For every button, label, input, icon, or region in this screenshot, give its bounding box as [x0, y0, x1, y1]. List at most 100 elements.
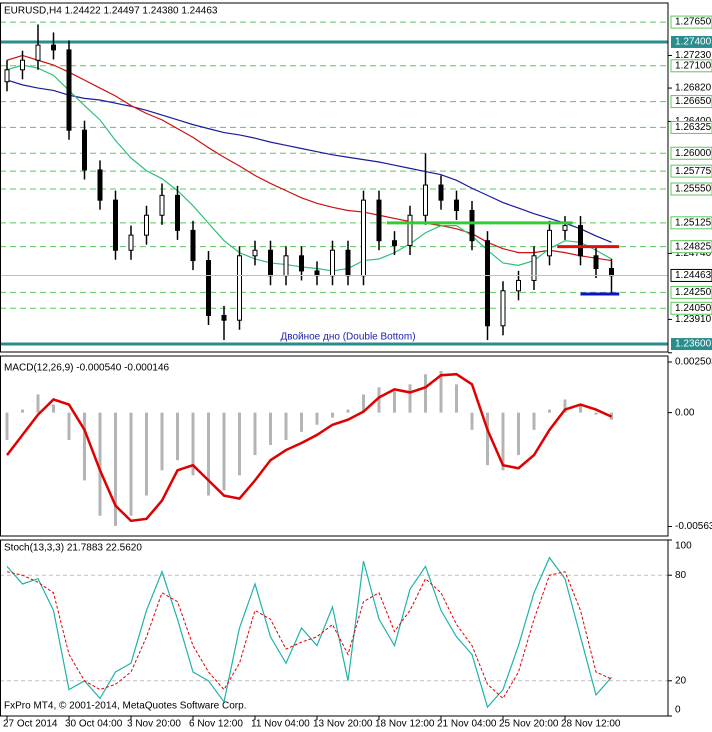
panel-frame: [0, 355, 669, 537]
histogram-bar: [222, 412, 226, 491]
histogram-bar: [114, 412, 117, 526]
y-tick-label: 20: [675, 675, 687, 686]
last-price-label: 1.24463: [675, 270, 712, 281]
x-tick-label: 25 Nov 20:00: [499, 719, 559, 730]
histogram-bar: [408, 384, 412, 413]
candle-body: [562, 225, 568, 231]
x-tick-label: 11 Nov 04:00: [251, 719, 310, 730]
histogram-bar: [470, 412, 474, 430]
last-price-box: [670, 268, 712, 282]
candle-body: [268, 249, 273, 277]
series-line: [6, 571, 612, 700]
series-line: [6, 372, 613, 523]
candle-body: [206, 260, 211, 316]
candle-body: [547, 229, 552, 257]
watermark: FxPro MT4, © 2001-2014, MetaQuotes Softw…: [4, 701, 246, 712]
histogram-bar: [145, 412, 148, 496]
candle-body: [593, 255, 599, 270]
candle-body: [423, 184, 428, 216]
candle-body: [190, 229, 196, 262]
level-box: [670, 301, 712, 315]
x-tick-label: 30 Oct 04:00: [65, 719, 123, 730]
candle-body: [361, 199, 366, 277]
histogram-bar: [331, 412, 334, 418]
candle-body: [531, 255, 537, 281]
key-level-box: [671, 338, 712, 351]
histogram-bar: [269, 412, 272, 445]
annotation: Двойное дно (Double Bottom): [280, 332, 415, 343]
candle-body: [221, 314, 227, 321]
candle-body: [82, 129, 87, 171]
level-box: [670, 285, 712, 299]
y-tick-label: 80: [675, 570, 687, 581]
panel-title: EURUSD,H4 1.24422 1.24497 1.24380 1.2446…: [4, 6, 218, 17]
histogram-bar: [548, 409, 551, 413]
candle-body: [376, 199, 382, 242]
candle-body: [330, 249, 335, 277]
y-tick-label: 100: [675, 541, 692, 552]
histogram-bar: [377, 387, 381, 413]
histogram-bar: [176, 412, 179, 461]
panel-title: Stoch(13,3,3) 21.7883 22.5620: [4, 543, 142, 554]
x-tick-label: 27 Oct 2014: [3, 719, 58, 730]
x-tick-label: 6 Nov 12:00: [189, 719, 243, 730]
level-box: [670, 164, 712, 178]
histogram-bar: [563, 399, 567, 413]
candle-body: [485, 240, 490, 327]
candle-body: [252, 249, 258, 257]
candle-body: [97, 169, 103, 201]
histogram-bar: [83, 412, 86, 481]
level-label: 1.26650: [675, 96, 712, 107]
histogram-bar: [238, 412, 241, 476]
level-label: 1.27650: [675, 17, 712, 28]
histogram-bar: [315, 412, 319, 425]
histogram-bar: [253, 412, 257, 456]
candle-body: [609, 268, 614, 277]
candle-body: [578, 225, 583, 257]
histogram-bar: [207, 412, 210, 496]
candle-body: [345, 249, 351, 277]
candle-body: [128, 234, 134, 251]
histogram-bar: [579, 404, 582, 413]
level-box: [670, 120, 712, 134]
candle-body: [35, 44, 41, 61]
level-box: [670, 240, 712, 254]
histogram-bar: [517, 412, 520, 456]
candle-body: [4, 69, 10, 83]
candle-body: [299, 255, 304, 272]
level-label: 1.24050: [675, 303, 712, 314]
x-tick-label: 18 Nov 12:00: [375, 719, 435, 730]
level-box: [670, 59, 712, 73]
series-line: [6, 54, 612, 262]
histogram-bar: [439, 371, 443, 413]
level-box: [670, 95, 712, 109]
y-tick-label: 0.002503: [675, 357, 712, 368]
level-box: [670, 182, 712, 196]
panel-frame: [0, 2, 669, 353]
level-box: [670, 216, 712, 230]
histogram-bar: [393, 391, 396, 413]
candle-body: [500, 290, 506, 327]
histogram-bar: [486, 412, 489, 466]
y-tick-label: -0.005631: [675, 521, 712, 532]
candle-body: [144, 214, 149, 236]
key-level-label: 1.27400: [675, 37, 712, 48]
histogram-bar: [532, 412, 536, 430]
y-tick-label: 1.26820: [675, 83, 712, 94]
histogram-bar: [424, 374, 427, 413]
level-box: [670, 146, 712, 160]
candle-body: [516, 279, 521, 292]
series-line: [6, 79, 612, 243]
histogram-bar: [191, 412, 195, 476]
y-tick-label: 0.00: [675, 407, 695, 418]
series-line: [6, 64, 612, 272]
histogram-bar: [455, 384, 458, 413]
x-tick-label: 13 Nov 20:00: [313, 719, 373, 730]
panel-frame: [0, 539, 669, 717]
level-label: 1.27100: [675, 60, 712, 71]
candle-body: [175, 194, 180, 231]
candle-body: [283, 255, 289, 277]
candle-body: [438, 184, 444, 201]
histogram-bar: [67, 412, 71, 440]
histogram-bar: [300, 412, 303, 432]
